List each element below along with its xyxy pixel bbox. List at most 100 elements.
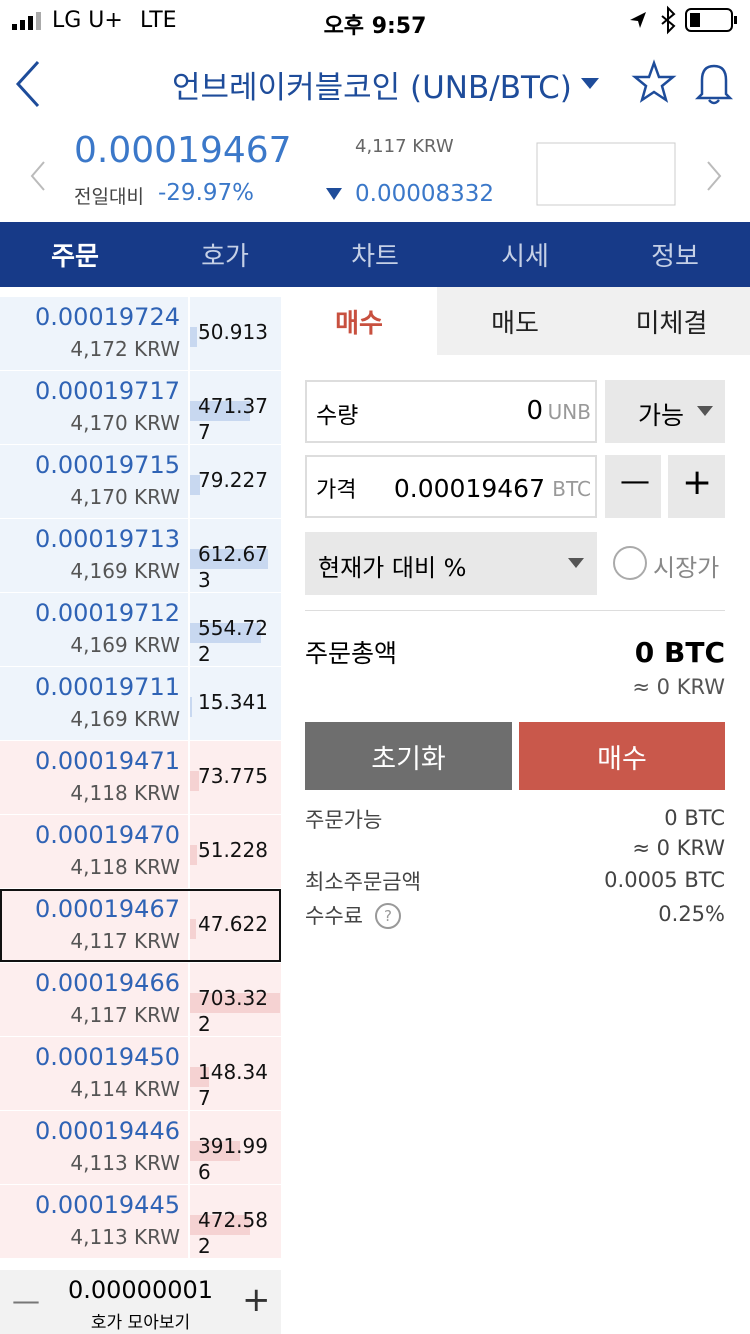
order-row[interactable]: 0.00019450 4,114 KRW 148.347 <box>0 1037 281 1111</box>
title[interactable]: 언브레이커블코인 (UNB/BTC) <box>172 70 572 106</box>
order-row[interactable]: 0.00019467 4,117 KRW 47.622 <box>0 889 281 963</box>
order-row[interactable]: 0.00019717 4,170 KRW 471.377 <box>0 371 281 445</box>
input-box[interactable] <box>605 455 661 518</box>
order-row[interactable]: 0.00019715 4,170 KRW 79.227 <box>0 445 281 519</box>
price: 0.00019724 <box>34 303 180 331</box>
change-pct: -29.97% <box>158 180 254 206</box>
plus[interactable]: + <box>682 462 713 503</box>
row-divider <box>188 963 190 1037</box>
price-krw: 4,169 KRW <box>70 707 180 731</box>
carrier: LG U+ <box>52 8 123 33</box>
quantity: 612.673 <box>198 542 268 592</box>
qty-bar <box>190 549 269 569</box>
price-krw: 4,169 KRW <box>70 559 180 583</box>
price-unit: BTC <box>552 477 591 501</box>
help-icon[interactable]: ? <box>375 903 401 929</box>
qty-bar <box>190 327 197 347</box>
qty-unit: UNB <box>547 400 591 424</box>
status-icons <box>12 5 737 35</box>
order-row[interactable]: 0.00019471 4,118 KRW 73.775 <box>0 741 281 815</box>
market-label[interactable]: 시장가 <box>653 554 720 582</box>
input-box[interactable] <box>305 455 597 518</box>
price: 0.00019711 <box>34 673 180 701</box>
input-box[interactable] <box>305 532 597 595</box>
network: LTE <box>140 8 177 33</box>
price-krw: 4,117 KRW <box>70 929 180 953</box>
quantity: 47.622 <box>198 912 268 936</box>
form-tab[interactable]: 매수 <box>281 287 437 355</box>
dropdown-icon <box>568 558 584 568</box>
order-row[interactable]: 0.00019445 4,113 KRW 472.582 <box>0 1185 281 1259</box>
price-krw: 4,113 KRW <box>70 1225 180 1249</box>
row-divider <box>188 1185 190 1259</box>
price: 0.00019467 <box>34 895 180 923</box>
tab[interactable]: 시세 <box>501 242 549 272</box>
tab[interactable]: 차트 <box>351 242 399 272</box>
group-label: 호가 모아보기 <box>90 1313 191 1333</box>
price-krw: 4,118 KRW <box>70 855 180 879</box>
price-krw: 4,113 KRW <box>70 1151 180 1175</box>
plus[interactable]: + <box>242 1280 271 1320</box>
price: 0.00019712 <box>34 599 180 627</box>
radio[interactable] <box>613 546 647 580</box>
group-bar: — +0.00000001 호가 모아보기 <box>0 1270 281 1334</box>
change-label: 전일대비 <box>74 186 144 208</box>
quantity: 50.913 <box>198 320 268 344</box>
row-divider <box>188 815 190 889</box>
row-divider <box>188 371 190 445</box>
order-row[interactable]: 0.00019470 4,118 KRW 51.228 <box>0 815 281 889</box>
qty-bar <box>190 697 192 717</box>
qty-bar <box>190 401 251 421</box>
qty-bar <box>190 1215 251 1235</box>
tab[interactable]: 정보 <box>651 242 699 272</box>
price: 0.00019471 <box>34 747 180 775</box>
info-label: 주문가능 <box>305 808 383 832</box>
order-row[interactable]: 0.00019713 4,169 KRW 612.673 <box>0 519 281 593</box>
order-row[interactable]: 0.00019446 4,113 KRW 391.996 <box>0 1111 281 1185</box>
minus[interactable]: — <box>12 1284 40 1317</box>
info-label: 최소주문금액 <box>305 870 421 894</box>
price-krw: 4,172 KRW <box>70 337 180 361</box>
tab[interactable]: 호가 <box>201 242 249 272</box>
quantity: 79.227 <box>198 468 268 492</box>
order-row[interactable]: 0.00019712 4,169 KRW 554.722 <box>0 593 281 667</box>
qty-label: 수량 <box>316 403 359 429</box>
qty-bar <box>190 1067 209 1087</box>
price: 0.00019466 <box>34 969 180 997</box>
input-box[interactable] <box>668 455 725 518</box>
row-divider <box>188 445 190 519</box>
quantity: 391.996 <box>198 1134 268 1184</box>
quantity: 471.377 <box>198 394 268 444</box>
price: 0.00019470 <box>34 821 180 849</box>
price: 0.00019450 <box>34 1043 180 1071</box>
qty-bar <box>190 475 201 495</box>
form-tab[interactable]: 매도 <box>437 287 593 355</box>
price-value: 0.00019467 <box>393 474 545 503</box>
order-row[interactable]: 0.00019711 4,169 KRW 15.341 <box>0 667 281 741</box>
qty-value: 0 <box>526 396 543 426</box>
price-krw: 4,117 KRW <box>70 1003 180 1027</box>
order-row[interactable]: 0.00019724 4,172 KRW 50.913 <box>0 297 281 371</box>
selected-outline <box>0 889 281 962</box>
divider <box>305 610 725 611</box>
reset-button[interactable]: 초기화 <box>305 722 512 790</box>
percent-select[interactable]: 현재가 대비 % <box>318 554 467 582</box>
price-krw: 4,117 KRW <box>355 136 454 157</box>
change: 0.00008332 <box>355 181 495 207</box>
row-divider <box>188 1111 190 1185</box>
tab[interactable]: 주문 <box>51 242 99 272</box>
info-value: 0 BTC <box>664 806 725 830</box>
minus[interactable]: — <box>620 464 650 499</box>
buy-button[interactable]: 매수 <box>519 722 725 790</box>
row-divider <box>188 889 190 963</box>
quantity: 472.582 <box>198 1208 268 1258</box>
input-box[interactable] <box>305 380 597 443</box>
price-krw: 4,170 KRW <box>70 411 180 435</box>
order-row[interactable]: 0.00019466 4,117 KRW 703.322 <box>0 963 281 1037</box>
quantity: 148.347 <box>198 1060 268 1110</box>
form-tab[interactable]: 미체결 <box>593 287 750 355</box>
qty-bar <box>190 919 197 939</box>
price-label: 가격 <box>316 478 357 503</box>
row-divider <box>188 593 190 667</box>
